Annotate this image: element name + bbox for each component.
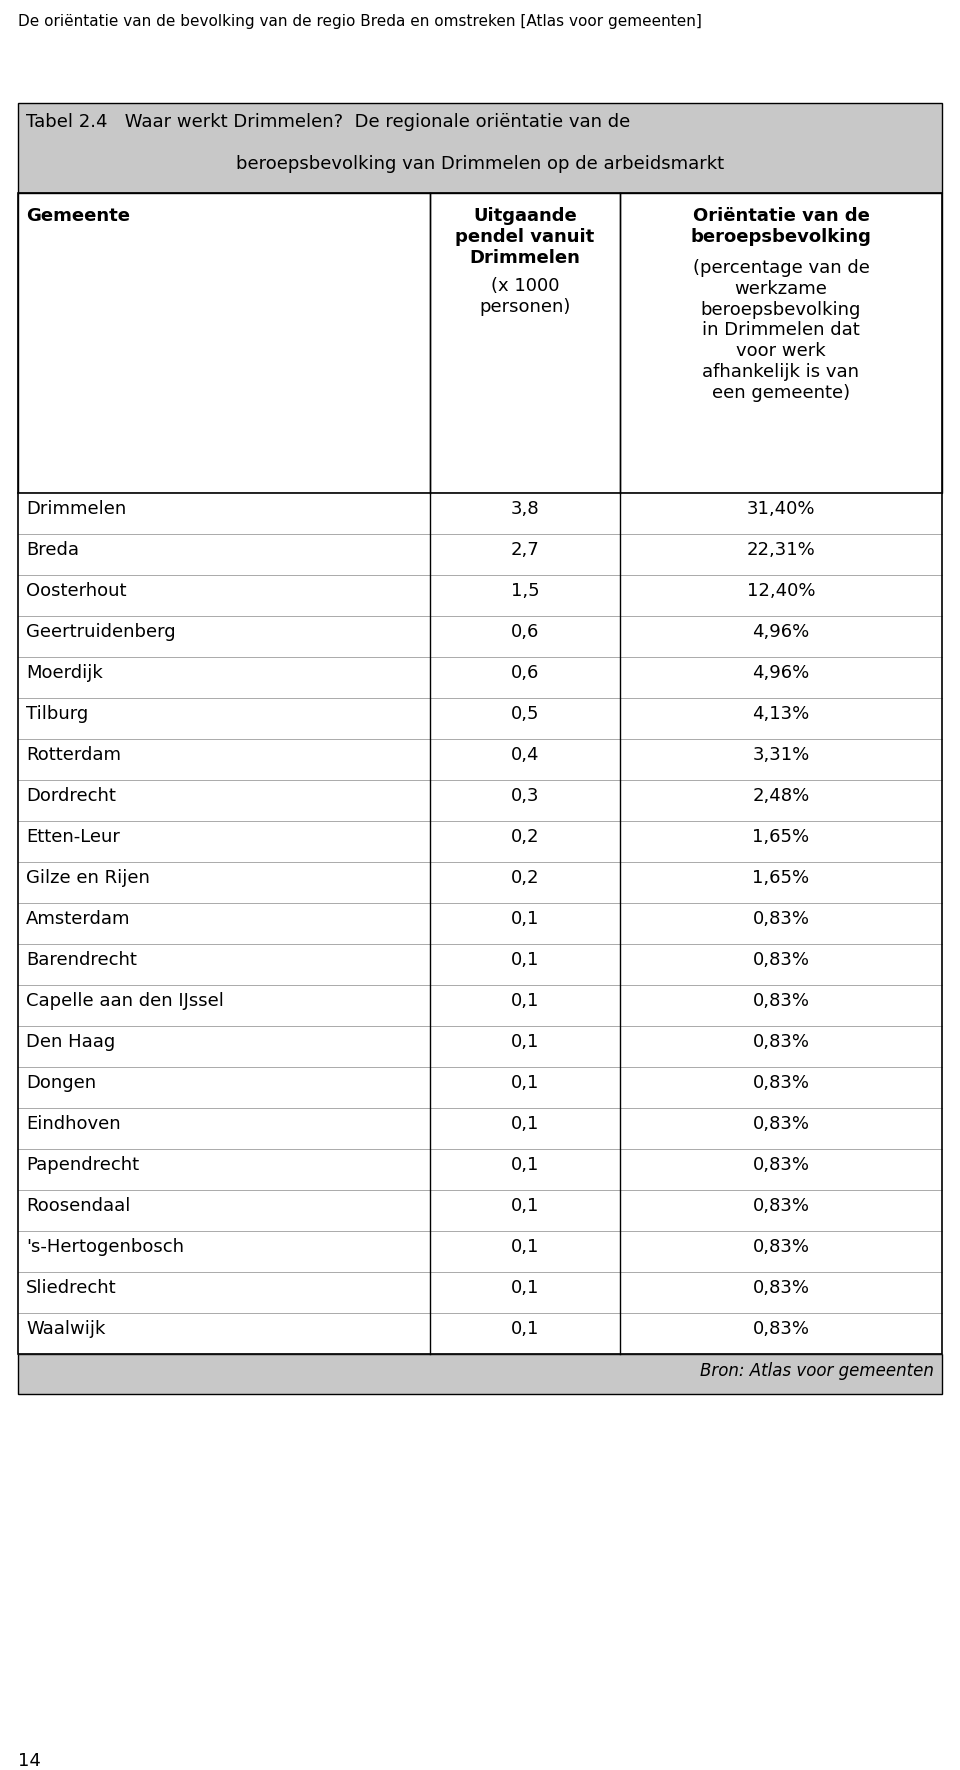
Text: 0,1: 0,1 [511,993,540,1011]
Text: Oriëntatie van de
beroepsbevolking: Oriëntatie van de beroepsbevolking [690,207,872,246]
Bar [18,616,942,657]
Bar [18,821,942,862]
Text: Breda: Breda [26,542,79,559]
Text: 0,83%: 0,83% [753,1074,809,1092]
Bar [18,1067,942,1108]
Text: 0,1: 0,1 [511,1156,540,1174]
Text: 0,3: 0,3 [511,788,540,805]
Text: 0,83%: 0,83% [753,910,809,929]
Text: Den Haag: Den Haag [26,1034,115,1051]
Text: Sliedrecht: Sliedrecht [26,1280,116,1297]
Text: 0,1: 0,1 [511,1280,540,1297]
Text: Tilburg: Tilburg [26,706,88,724]
Text: 0,83%: 0,83% [753,1115,809,1133]
Text: 0,6: 0,6 [511,623,540,641]
Bar [18,193,942,1354]
Text: Etten-Leur: Etten-Leur [26,828,120,846]
Text: 0,5: 0,5 [511,706,540,724]
Text: 0,4: 0,4 [511,747,540,765]
Bar [18,193,942,494]
Text: Uitgaande
pendel vanuit
Drimmelen: Uitgaande pendel vanuit Drimmelen [455,207,594,267]
Text: 2,48%: 2,48% [753,788,809,805]
Text: Moerdijk: Moerdijk [26,664,103,683]
Text: 4,13%: 4,13% [753,706,809,724]
Bar [18,984,942,1027]
Bar [18,1230,942,1273]
Text: Amsterdam: Amsterdam [26,910,131,929]
Text: Eindhoven: Eindhoven [26,1115,121,1133]
Text: 31,40%: 31,40% [747,501,815,519]
Text: 0,83%: 0,83% [753,1239,809,1257]
Bar [18,535,942,575]
Text: Barendrecht: Barendrecht [26,952,137,970]
Bar [18,1149,942,1189]
Text: 2,7: 2,7 [511,542,540,559]
Text: 0,83%: 0,83% [753,1320,809,1338]
Text: (x 1000
personen): (x 1000 personen) [479,276,570,315]
Bar [18,781,942,821]
Text: 1,65%: 1,65% [753,828,809,846]
Text: 14: 14 [18,1752,41,1770]
Text: 22,31%: 22,31% [747,542,815,559]
Bar [18,903,942,943]
Bar [18,697,942,740]
Text: Geertruidenberg: Geertruidenberg [26,623,176,641]
Text: 0,6: 0,6 [511,664,540,683]
Text: 0,1: 0,1 [511,1320,540,1338]
Bar [18,943,942,984]
Text: De oriëntatie van de bevolking van de regio Breda en omstreken [Atlas voor gemee: De oriëntatie van de bevolking van de re… [18,14,702,28]
Bar [18,1354,942,1395]
Text: 3,31%: 3,31% [753,747,809,765]
Text: Papendrecht: Papendrecht [26,1156,139,1174]
Text: 0,1: 0,1 [511,1034,540,1051]
Text: 12,40%: 12,40% [747,582,815,600]
Text: 4,96%: 4,96% [753,623,809,641]
Text: Oosterhout: Oosterhout [26,582,127,600]
Bar [18,1108,942,1149]
Text: Dongen: Dongen [26,1074,96,1092]
Text: Rotterdam: Rotterdam [26,747,121,765]
Text: 0,1: 0,1 [511,1239,540,1257]
Text: Drimmelen: Drimmelen [26,501,127,519]
Bar [18,1027,942,1067]
Text: 1,65%: 1,65% [753,869,809,887]
Text: Gilze en Rijen: Gilze en Rijen [26,869,150,887]
Bar [18,103,942,193]
Text: 0,83%: 0,83% [753,1280,809,1297]
Bar [18,862,942,903]
Text: Bron: Atlas voor gemeenten: Bron: Atlas voor gemeenten [700,1361,934,1381]
Text: 1,5: 1,5 [511,582,540,600]
Text: 0,2: 0,2 [511,869,540,887]
Bar [18,740,942,781]
Text: Roosendaal: Roosendaal [26,1197,131,1216]
Bar [18,575,942,616]
Text: Dordrecht: Dordrecht [26,788,116,805]
Text: Waalwijk: Waalwijk [26,1320,106,1338]
Bar [18,494,942,535]
Text: 0,1: 0,1 [511,952,540,970]
Text: 3,8: 3,8 [511,501,540,519]
Text: 0,83%: 0,83% [753,1197,809,1216]
Text: 0,83%: 0,83% [753,1034,809,1051]
Text: 4,96%: 4,96% [753,664,809,683]
Bar [18,1313,942,1354]
Text: beroepsbevolking van Drimmelen op de arbeidsmarkt: beroepsbevolking van Drimmelen op de arb… [236,156,724,173]
Text: Tabel 2.4   Waar werkt Drimmelen?  De regionale oriëntatie van de: Tabel 2.4 Waar werkt Drimmelen? De regio… [26,113,631,131]
Text: 0,83%: 0,83% [753,1156,809,1174]
Bar [18,1189,942,1230]
Bar [18,657,942,697]
Text: 0,83%: 0,83% [753,952,809,970]
Text: 0,83%: 0,83% [753,993,809,1011]
Text: 0,1: 0,1 [511,1074,540,1092]
Text: 's-Hertogenbosch: 's-Hertogenbosch [26,1239,184,1257]
Text: Gemeente: Gemeente [26,207,130,225]
Text: 0,1: 0,1 [511,910,540,929]
Text: Capelle aan den IJssel: Capelle aan den IJssel [26,993,224,1011]
Text: 0,1: 0,1 [511,1197,540,1216]
Bar [18,1273,942,1313]
Text: 0,2: 0,2 [511,828,540,846]
Text: 0,1: 0,1 [511,1115,540,1133]
Text: (percentage van de
werkzame
beroepsbevolking
in Drimmelen dat
voor werk
afhankel: (percentage van de werkzame beroepsbevol… [692,258,870,402]
